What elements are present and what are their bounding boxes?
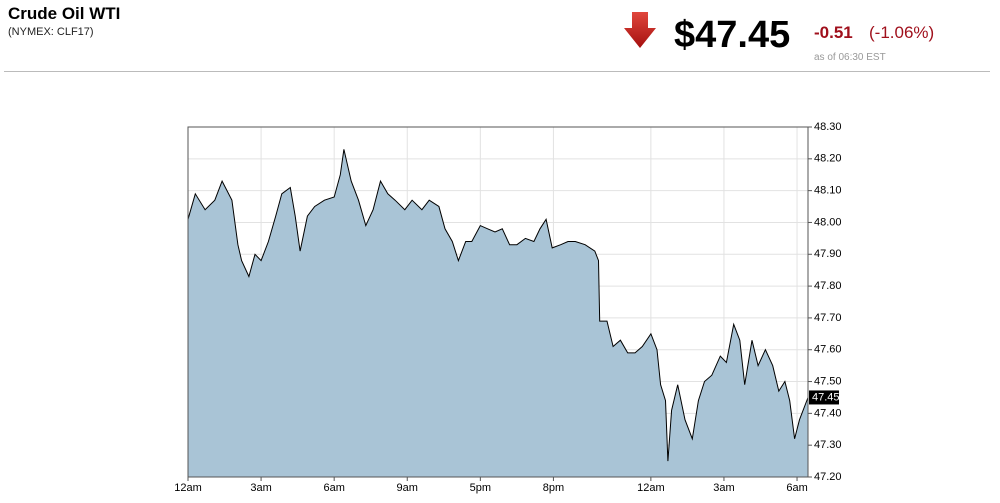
last-value-box (809, 390, 839, 405)
y-tick-label: 47.40 (814, 407, 842, 419)
y-tick-label: 47.70 (814, 312, 842, 324)
x-tick-label: 6am (786, 482, 807, 494)
x-tick-label: 3am (250, 482, 271, 494)
y-tick-label: 47.30 (814, 439, 842, 451)
area-fill (188, 149, 808, 478)
as-of: as of 06:30 EST (814, 52, 886, 63)
price-line (187, 149, 809, 462)
y-tick-label: 47.60 (814, 344, 842, 356)
y-tick-label: 47.80 (814, 280, 842, 292)
y-tick-label: 48.00 (814, 216, 842, 228)
down-arrow (624, 12, 656, 48)
y-tick-label: 48.10 (814, 185, 842, 197)
x-tick-label: 5pm (470, 482, 491, 494)
change-percent: (-1.06%) (869, 23, 935, 42)
x-tick-label: 12am (637, 482, 665, 494)
x-tick-label: 9am (397, 482, 418, 494)
y-tick-label: 48.30 (814, 121, 842, 133)
title: Crude Oil WTI (8, 4, 121, 23)
y-tick-label: 47.90 (814, 248, 842, 260)
plot-border (187, 126, 809, 478)
y-tick-label: 48.20 (814, 153, 842, 165)
x-tick-label: 12am (174, 482, 202, 494)
subtitle: (NYMEX: CLF17) (8, 26, 94, 38)
last-value-label: 47.45 (812, 391, 840, 403)
y-tick-label: 47.20 (814, 471, 842, 483)
price: $47.45 (674, 14, 791, 56)
divider (4, 71, 990, 72)
x-tick-label: 3am (713, 482, 734, 494)
x-tick-label: 8pm (543, 482, 564, 494)
x-tick-label: 6am (323, 482, 344, 494)
y-tick-label: 47.50 (814, 375, 842, 387)
change: -0.51 (814, 23, 853, 42)
